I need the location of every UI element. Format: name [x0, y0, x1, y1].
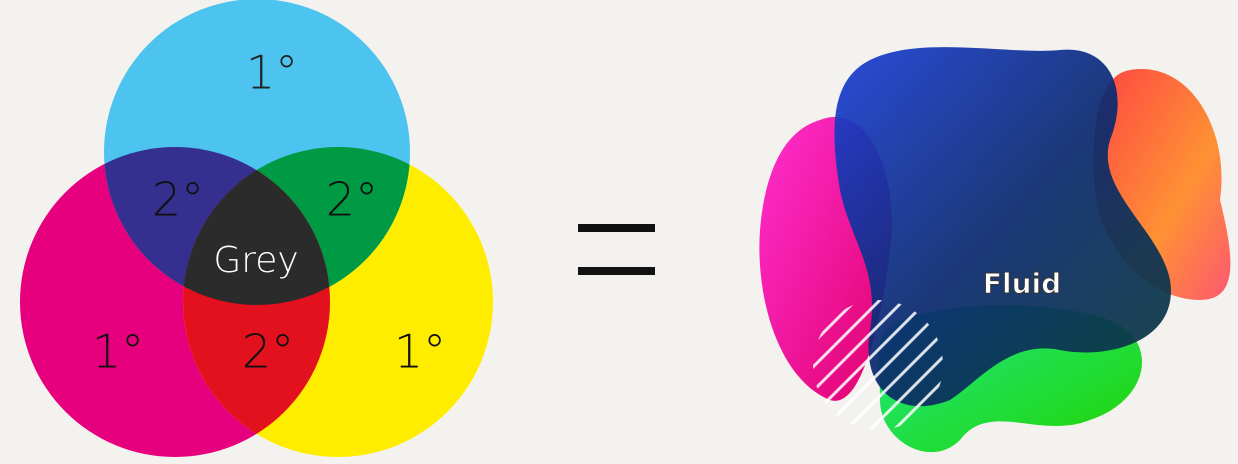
region-label: 2° — [152, 173, 204, 227]
venn-diagram: 1° 2° 2° Grey 1° 2° 1° — [20, 0, 493, 457]
fluid-label: Fluid — [983, 267, 1061, 300]
illustration: 1° 2° 2° Grey 1° 2° 1° Fluid — [0, 0, 1238, 464]
region-label: 1° — [394, 325, 446, 379]
region-label: 1° — [92, 325, 144, 379]
fluid-art: Fluid — [756, 47, 1230, 464]
equals-bar — [578, 224, 655, 232]
region-label: 2° — [326, 173, 378, 227]
region-label: 1° — [246, 46, 298, 100]
equals-sign — [578, 224, 655, 275]
region-label: 2° — [242, 325, 294, 379]
equals-bar — [578, 267, 655, 275]
region-label: Grey — [213, 240, 298, 281]
